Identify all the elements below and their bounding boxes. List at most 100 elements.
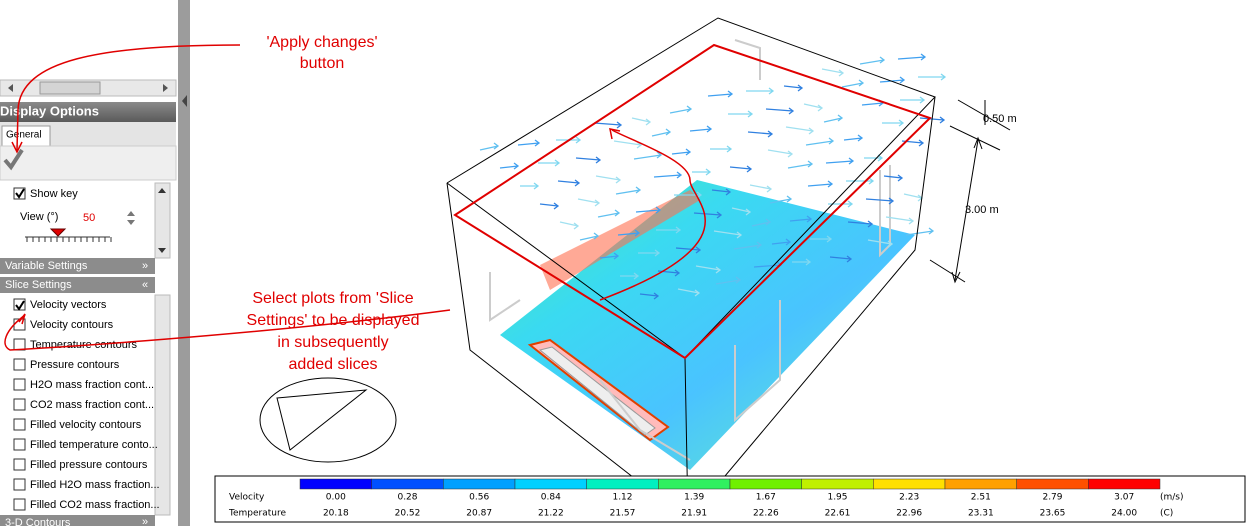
vector (867, 239, 894, 248)
color-swatch (658, 478, 731, 490)
vector (557, 179, 581, 187)
vector (613, 140, 643, 149)
expand-icon[interactable]: » (142, 260, 148, 272)
key-unit: (C) (1160, 509, 1173, 519)
checkbox[interactable] (13, 478, 26, 491)
key-value: 21.22 (538, 509, 564, 519)
checkbox[interactable] (13, 378, 26, 391)
vector (577, 198, 601, 207)
slice-item-label[interactable]: Velocity vectors (30, 299, 107, 311)
splitter-arrow[interactable] (182, 95, 187, 107)
vector (810, 235, 833, 243)
vector (767, 149, 794, 158)
vector (825, 157, 855, 165)
checkbox[interactable] (13, 458, 26, 471)
section-bar[interactable] (0, 258, 155, 274)
slice-item-label[interactable]: Filled CO2 mass fraction... (30, 499, 160, 511)
slice-plane[interactable] (453, 43, 932, 360)
vector (615, 186, 642, 195)
scene: 0.50 m 3.00 m (259, 17, 1017, 522)
vector (517, 139, 541, 147)
vector (579, 232, 600, 241)
slice-item-label[interactable]: Velocity contours (30, 319, 114, 331)
annotation: Select plots from 'Slice (252, 290, 413, 307)
vector (792, 258, 812, 266)
slice-item-label[interactable]: Filled temperature conto... (30, 439, 158, 451)
spin-buttons[interactable] (127, 211, 135, 225)
key-value: 0.84 (541, 493, 561, 503)
color-swatch (586, 478, 659, 490)
color-swatch (299, 478, 372, 490)
checkbox[interactable] (13, 418, 26, 431)
show-key-checkbox[interactable] (13, 187, 26, 200)
color-swatch (1088, 478, 1161, 490)
checkbox[interactable] (13, 498, 26, 511)
expand-icon[interactable]: » (142, 516, 148, 528)
apply-button[interactable] (3, 148, 24, 171)
vector (787, 160, 814, 169)
v-scrollbar[interactable] (154, 182, 171, 259)
vector (599, 252, 620, 260)
vector (821, 68, 845, 77)
section-bar[interactable] (0, 277, 155, 293)
vector (865, 197, 895, 205)
key-value: 0.00 (326, 493, 346, 503)
collapse-icon[interactable]: « (142, 279, 148, 291)
vector (765, 107, 795, 115)
vector (771, 238, 792, 246)
section-label[interactable]: Variable Settings (5, 260, 88, 272)
vector (499, 162, 520, 170)
vector (751, 218, 772, 227)
vector (620, 272, 640, 280)
vector (859, 56, 886, 65)
vector (597, 209, 621, 218)
slice-item-label[interactable]: Filled pressure contours (30, 459, 148, 471)
checkbox[interactable] (13, 398, 26, 411)
view-value[interactable]: 50 (83, 212, 95, 224)
vector (883, 174, 904, 182)
section-label[interactable]: 3-D Contours (5, 517, 71, 529)
section-label[interactable]: Slice Settings (5, 279, 72, 291)
vector (575, 156, 602, 164)
slice-item-label[interactable]: CO2 mass fraction cont... (30, 399, 154, 411)
annotation: Settings' to be displayed (247, 312, 420, 329)
slider-thumb[interactable] (49, 228, 67, 237)
scroll-thumb[interactable] (39, 81, 101, 95)
vector (897, 53, 927, 61)
tab-label[interactable]: General (6, 130, 42, 141)
slice-item-label[interactable]: H2O mass fraction cont... (30, 379, 154, 391)
color-swatch (944, 478, 1017, 490)
vector (749, 184, 773, 193)
vector (747, 130, 774, 138)
check-mark (15, 300, 25, 311)
vector (635, 206, 662, 214)
splitter[interactable] (178, 0, 190, 526)
vector (710, 145, 733, 153)
v-scrollbar[interactable] (154, 294, 171, 516)
key-value: 1.39 (684, 493, 704, 503)
vector (651, 128, 672, 137)
key-value: 2.23 (899, 493, 919, 503)
checkbox[interactable] (13, 338, 26, 351)
key-row-name: Velocity (229, 493, 265, 503)
checkbox[interactable] (13, 438, 26, 451)
annotation: 'Apply changes' (266, 34, 377, 51)
key-value: 2.79 (1042, 493, 1062, 503)
vector (728, 110, 754, 118)
vector (829, 255, 853, 263)
vector (693, 211, 723, 219)
vector (731, 207, 752, 216)
vector (846, 177, 875, 185)
key-value: 22.26 (753, 509, 779, 519)
slice-item-label[interactable]: Pressure contours (30, 359, 120, 371)
panel-header (0, 102, 176, 122)
vector (631, 117, 652, 126)
checkbox[interactable] (13, 358, 26, 371)
slice-item-label[interactable]: Filled H2O mass fraction... (30, 479, 160, 491)
key-unit: (m/s) (1160, 493, 1184, 503)
vector (677, 288, 701, 297)
vector (539, 202, 560, 210)
dimension-label: 0.50 m (983, 113, 1017, 125)
slice-item-label[interactable]: Filled velocity contours (30, 419, 142, 431)
